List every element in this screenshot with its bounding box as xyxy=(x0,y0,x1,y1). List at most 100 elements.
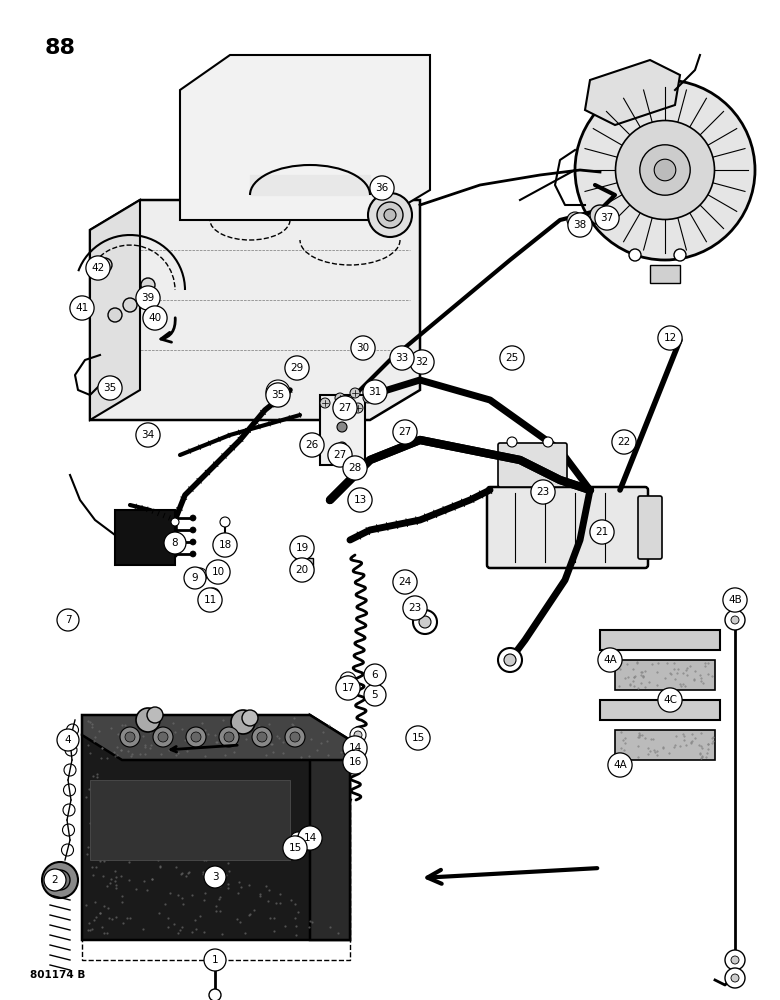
Circle shape xyxy=(136,708,160,732)
Circle shape xyxy=(302,437,318,453)
Circle shape xyxy=(348,488,372,512)
Circle shape xyxy=(285,356,309,380)
Circle shape xyxy=(343,736,367,760)
Circle shape xyxy=(406,726,430,750)
Circle shape xyxy=(333,396,357,420)
Circle shape xyxy=(370,176,394,200)
Circle shape xyxy=(410,350,434,374)
Circle shape xyxy=(384,209,396,221)
Circle shape xyxy=(143,306,167,330)
Polygon shape xyxy=(82,715,350,760)
Circle shape xyxy=(224,732,234,742)
Circle shape xyxy=(351,741,359,749)
Text: 39: 39 xyxy=(141,293,154,303)
Circle shape xyxy=(62,844,73,856)
Text: 4A: 4A xyxy=(613,760,627,770)
Text: 4B: 4B xyxy=(728,595,742,605)
Circle shape xyxy=(86,256,110,280)
FancyBboxPatch shape xyxy=(615,730,715,760)
Circle shape xyxy=(340,672,356,688)
Circle shape xyxy=(147,707,163,723)
Circle shape xyxy=(731,616,739,624)
Circle shape xyxy=(298,826,322,850)
Circle shape xyxy=(209,989,221,1000)
Circle shape xyxy=(350,727,366,743)
Circle shape xyxy=(568,213,592,237)
Text: 17: 17 xyxy=(342,683,355,693)
Circle shape xyxy=(294,836,302,844)
Text: 801174 B: 801174 B xyxy=(30,970,85,980)
Circle shape xyxy=(64,764,76,776)
Text: 38: 38 xyxy=(573,220,587,230)
Circle shape xyxy=(125,732,135,742)
Text: 32: 32 xyxy=(416,357,429,367)
Circle shape xyxy=(575,80,755,260)
Circle shape xyxy=(615,120,714,220)
Circle shape xyxy=(654,159,675,181)
Circle shape xyxy=(337,442,347,452)
FancyBboxPatch shape xyxy=(650,265,680,283)
Circle shape xyxy=(640,145,690,195)
Text: 4: 4 xyxy=(65,735,71,745)
Circle shape xyxy=(44,869,66,891)
Circle shape xyxy=(197,572,203,578)
Circle shape xyxy=(725,968,745,988)
Circle shape xyxy=(206,560,230,584)
Text: 2: 2 xyxy=(51,875,58,885)
Circle shape xyxy=(50,870,70,890)
Text: 23: 23 xyxy=(537,487,550,497)
Circle shape xyxy=(283,836,307,860)
Text: 10: 10 xyxy=(211,567,225,577)
Circle shape xyxy=(337,422,347,432)
Circle shape xyxy=(219,727,239,747)
Circle shape xyxy=(213,563,227,577)
Circle shape xyxy=(252,727,272,747)
Circle shape xyxy=(364,684,386,706)
Text: 41: 41 xyxy=(76,303,89,313)
Circle shape xyxy=(350,388,360,398)
Circle shape xyxy=(198,588,222,612)
Circle shape xyxy=(242,710,258,726)
Circle shape xyxy=(731,974,739,982)
Text: 5: 5 xyxy=(372,690,378,700)
Text: 29: 29 xyxy=(290,363,303,373)
Circle shape xyxy=(191,732,201,742)
Polygon shape xyxy=(310,715,350,940)
Circle shape xyxy=(290,536,314,560)
FancyBboxPatch shape xyxy=(638,496,662,559)
Text: 18: 18 xyxy=(218,540,232,550)
Circle shape xyxy=(164,532,186,554)
Circle shape xyxy=(300,433,324,457)
Circle shape xyxy=(629,249,641,261)
Circle shape xyxy=(595,206,619,230)
Circle shape xyxy=(337,402,347,412)
Circle shape xyxy=(504,654,516,666)
Polygon shape xyxy=(90,200,140,420)
Text: 30: 30 xyxy=(356,343,370,353)
Circle shape xyxy=(285,727,305,747)
Circle shape xyxy=(354,731,362,739)
Circle shape xyxy=(500,346,524,370)
FancyBboxPatch shape xyxy=(487,487,648,568)
Circle shape xyxy=(343,456,367,480)
Circle shape xyxy=(543,437,553,447)
Circle shape xyxy=(206,588,220,602)
Circle shape xyxy=(297,540,307,550)
Text: 27: 27 xyxy=(339,403,352,413)
FancyBboxPatch shape xyxy=(295,558,313,573)
Text: 4A: 4A xyxy=(603,655,617,665)
Circle shape xyxy=(266,383,290,407)
Circle shape xyxy=(204,866,226,888)
Text: 1: 1 xyxy=(211,955,218,965)
Circle shape xyxy=(343,750,367,774)
FancyBboxPatch shape xyxy=(115,510,175,565)
Circle shape xyxy=(290,732,300,742)
Circle shape xyxy=(204,949,226,971)
Text: 36: 36 xyxy=(375,183,388,193)
Circle shape xyxy=(725,950,745,970)
Circle shape xyxy=(70,296,94,320)
Circle shape xyxy=(368,193,412,237)
Text: 16: 16 xyxy=(349,757,362,767)
Circle shape xyxy=(658,688,682,712)
Text: 15: 15 xyxy=(289,843,302,853)
